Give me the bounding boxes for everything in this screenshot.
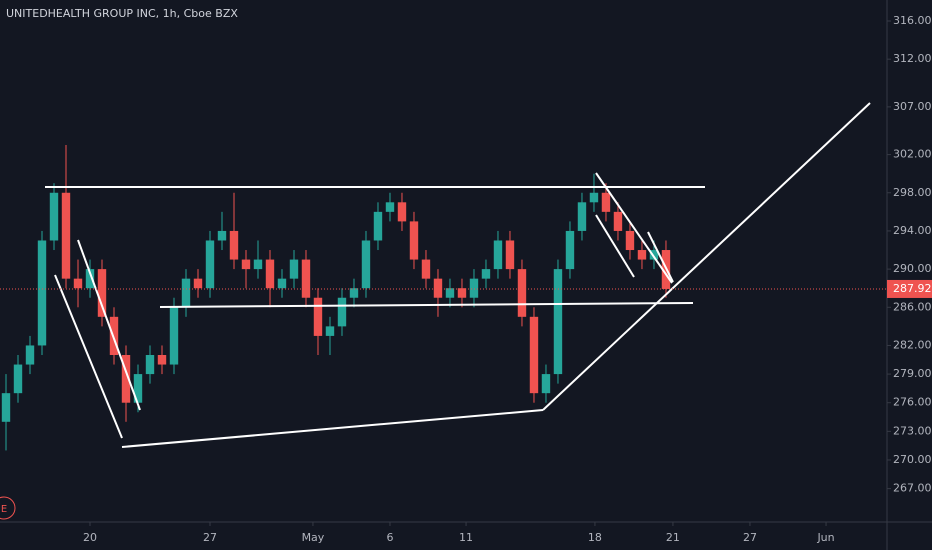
badge-label[interactable]: E (1, 504, 7, 515)
trend-line (54, 274, 123, 439)
candle-body (229, 230, 239, 260)
candle-body (649, 250, 659, 260)
chart-title: UNITEDHEALTH GROUP INC, 1h, Cboe BZX (6, 7, 238, 20)
y-tick-label: 273.00 (893, 424, 932, 437)
y-tick-label: 276.00 (893, 396, 932, 409)
candle-body (97, 269, 107, 317)
candle-body (481, 269, 491, 279)
candle-body (457, 288, 467, 298)
candle-body (385, 202, 395, 212)
y-tick-label: 316.00 (893, 14, 932, 27)
x-tick-label: Jun (816, 531, 834, 544)
candle-body (553, 269, 563, 375)
x-tick-label: 27 (203, 531, 217, 544)
candle-body (193, 278, 203, 289)
candle-body (445, 288, 455, 298)
trend-line (121, 409, 544, 448)
y-tick-label: 286.00 (893, 300, 932, 313)
x-tick-label: 20 (83, 531, 97, 544)
trend-line (542, 102, 871, 411)
y-tick-label: 279.00 (893, 367, 932, 380)
trend-line (595, 172, 673, 284)
candle-body (589, 192, 599, 203)
x-tick-label: May (302, 531, 325, 544)
last-price-label: 287.92 (893, 282, 932, 295)
candle-body (253, 259, 263, 270)
candle-body (505, 240, 515, 270)
x-tick-label: 18 (588, 531, 602, 544)
trend-line (595, 214, 635, 278)
badge[interactable] (0, 496, 16, 520)
y-tick-label: 270.00 (893, 453, 932, 466)
y-tick-label: 302.00 (893, 148, 932, 161)
candle-body (133, 374, 143, 403)
candle-body (337, 297, 347, 327)
trend-line (159, 302, 694, 308)
candle-body (61, 192, 71, 279)
candle-body (637, 250, 647, 260)
candle-body (409, 221, 419, 260)
candle-body (121, 354, 131, 403)
candle-body (85, 269, 95, 289)
candle-body (469, 278, 479, 298)
candle-body (433, 278, 443, 298)
y-tick-label: 282.00 (893, 338, 932, 351)
candle-body (73, 278, 83, 289)
candle-body (25, 345, 35, 365)
candle-body (625, 230, 635, 251)
candle-body (313, 297, 323, 336)
candle-body (157, 354, 167, 365)
candle-body (13, 364, 23, 394)
candle-body (349, 288, 359, 298)
candle-body (325, 326, 335, 336)
y-tick-label: 307.00 (893, 100, 932, 113)
y-tick-label: 312.00 (893, 52, 932, 65)
trend-line (647, 231, 674, 283)
candle-body (145, 354, 155, 375)
candle-body (241, 259, 251, 270)
candle-body (373, 211, 383, 241)
candle-body (277, 278, 287, 289)
x-tick-label: 6 (386, 531, 393, 544)
trend-lines (45, 102, 871, 448)
trend-line (77, 239, 141, 411)
candle-body (181, 278, 191, 308)
candle-body (577, 202, 587, 231)
y-tick-label: 290.00 (893, 262, 932, 275)
candle-body (601, 192, 611, 212)
candle-body (301, 259, 311, 298)
candle-body (1, 393, 11, 422)
x-tick-label: 11 (459, 531, 473, 544)
candle-body (541, 374, 551, 394)
candle-body (397, 202, 407, 222)
y-tick-label: 294.00 (893, 224, 932, 237)
candle-body (361, 240, 371, 289)
candle-body (421, 259, 431, 279)
candle-body (49, 192, 59, 241)
x-tick-label: 27 (743, 531, 757, 544)
y-tick-label: 298.00 (893, 186, 932, 199)
candle-body (37, 240, 47, 346)
x-tick-label: 21 (666, 531, 680, 544)
candle-body (493, 240, 503, 270)
candle-body (517, 269, 527, 317)
y-tick-label: 267.00 (893, 482, 932, 495)
candle-body (265, 259, 275, 289)
candle-body (205, 240, 215, 289)
candle-body (613, 211, 623, 231)
last-price-box (887, 279, 932, 298)
candle-body (289, 259, 299, 279)
candle-body (565, 230, 575, 270)
candle-body (529, 316, 539, 394)
candle-body (217, 230, 227, 241)
candle-body (169, 307, 179, 365)
